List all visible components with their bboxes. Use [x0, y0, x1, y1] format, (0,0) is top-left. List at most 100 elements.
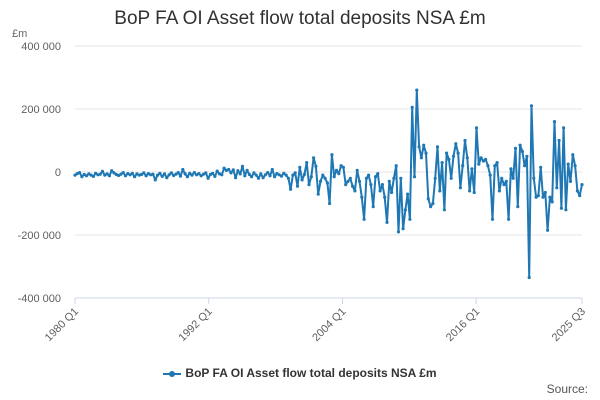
- data-point: [176, 171, 180, 175]
- data-point: [353, 189, 357, 193]
- data-point: [463, 138, 467, 143]
- data-point: [403, 208, 407, 212]
- data-point: [330, 153, 334, 157]
- data-point: [284, 173, 288, 177]
- data-point: [573, 164, 577, 168]
- data-point: [465, 156, 469, 160]
- data-point: [497, 189, 501, 193]
- data-point: [252, 171, 256, 175]
- data-point: [266, 171, 270, 175]
- y-tick-label: -400 000: [18, 293, 61, 305]
- data-point: [568, 179, 573, 183]
- data-point: [390, 190, 394, 195]
- data-point: [286, 176, 290, 180]
- data-point: [424, 151, 428, 155]
- data-point: [110, 169, 114, 173]
- data-point: [493, 164, 497, 168]
- data-point: [312, 156, 316, 160]
- data-point: [566, 162, 570, 166]
- x-tick-label: 2016 Q1: [444, 306, 482, 344]
- data-point: [94, 171, 98, 175]
- data-point: [263, 173, 267, 177]
- data-point: [518, 143, 522, 147]
- data-point: [156, 173, 160, 177]
- data-point: [289, 187, 293, 191]
- data-point: [511, 176, 515, 180]
- data-point: [293, 171, 297, 175]
- legend-line-marker-icon: [163, 368, 182, 380]
- data-point: [259, 172, 263, 176]
- data-point: [121, 171, 125, 175]
- data-point: [273, 175, 277, 179]
- data-point: [98, 172, 102, 176]
- series-group: [73, 88, 584, 280]
- data-point: [247, 172, 251, 177]
- data-point: [419, 156, 423, 160]
- data-point: [316, 192, 320, 196]
- data-point: [153, 178, 157, 182]
- data-point: [399, 176, 403, 180]
- data-point: [167, 173, 171, 177]
- data-point: [229, 171, 233, 175]
- data-point: [378, 189, 382, 193]
- data-point: [261, 176, 265, 180]
- data-point: [123, 174, 128, 178]
- data-point: [449, 176, 453, 180]
- data-point: [580, 183, 584, 187]
- data-point: [360, 195, 364, 199]
- data-point: [442, 208, 446, 212]
- data-point: [355, 168, 359, 172]
- data-point: [500, 176, 504, 180]
- data-point: [539, 165, 543, 169]
- data-point: [550, 200, 554, 204]
- data-point: [222, 166, 226, 170]
- data-point: [458, 186, 462, 190]
- data-point: [119, 172, 123, 176]
- data-point: [183, 172, 187, 176]
- y-tick-label: 400 000: [21, 41, 61, 53]
- data-point: [240, 164, 245, 168]
- data-point: [305, 161, 309, 165]
- data-point: [220, 173, 224, 177]
- data-point: [484, 157, 488, 161]
- data-point: [325, 181, 329, 185]
- data-point: [479, 156, 483, 160]
- data-point: [158, 171, 162, 175]
- data-point: [227, 167, 231, 172]
- data-point: [302, 172, 306, 177]
- data-point: [472, 190, 476, 195]
- data-point: [107, 174, 111, 178]
- y-tick-label: 0: [55, 167, 61, 179]
- data-point: [578, 194, 582, 198]
- data-point: [291, 173, 295, 177]
- data-point: [199, 174, 203, 178]
- data-point: [410, 105, 414, 109]
- data-point: [213, 174, 217, 178]
- data-point: [346, 179, 350, 183]
- data-point: [215, 169, 219, 173]
- data-point: [300, 178, 304, 182]
- data-point: [490, 217, 495, 221]
- data-point: [197, 172, 201, 176]
- data-point: [328, 201, 332, 206]
- data-point: [412, 175, 417, 179]
- data-point: [385, 220, 389, 224]
- data-point: [564, 208, 568, 212]
- data-point: [362, 217, 366, 221]
- data-point: [190, 173, 194, 177]
- data-point: [513, 146, 518, 150]
- data-point: [211, 171, 215, 175]
- data-point: [523, 164, 527, 168]
- data-point: [422, 143, 426, 147]
- data-point: [318, 179, 323, 183]
- data-point: [279, 174, 284, 178]
- data-point: [178, 174, 183, 178]
- data-point: [314, 164, 318, 168]
- data-point: [323, 176, 327, 180]
- data-point: [552, 120, 557, 124]
- data-point: [367, 173, 371, 177]
- data-point: [254, 173, 258, 177]
- data-point: [548, 195, 552, 199]
- data-point: [408, 217, 412, 221]
